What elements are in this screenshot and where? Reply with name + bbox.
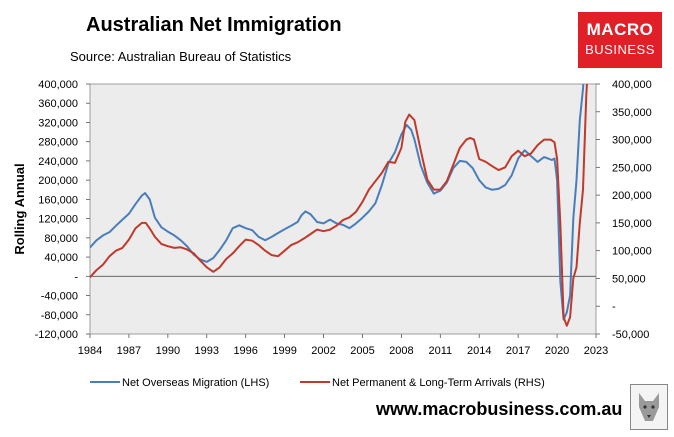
x-tick-label: 2014 (467, 345, 491, 357)
legend: Net Overseas Migration (LHS) Net Permane… (90, 377, 545, 389)
x-tick-label: 2020 (545, 345, 569, 357)
left-tick-label: -80,000 (41, 310, 78, 322)
macrobusiness-logo: MACRO BUSINESS (578, 12, 662, 68)
x-tick-label: 1987 (117, 345, 141, 357)
plot-area (89, 83, 597, 335)
left-tick-label: -120,000 (35, 329, 78, 341)
series-line-1 (90, 84, 588, 327)
x-tick-label: 1993 (195, 345, 219, 357)
left-y-axis: 400,000 360,000 320,000 280,000 240,000 200,0… (35, 79, 90, 341)
left-tick-label: 400,000 (38, 79, 78, 91)
series-group (90, 84, 588, 327)
right-tick-label: 150,000 (612, 218, 652, 230)
left-tick-label: 360,000 (38, 98, 78, 110)
x-tick-label: 1999 (272, 345, 296, 357)
x-tick-label: 2005 (350, 345, 374, 357)
left-tick-label: 280,000 (38, 137, 78, 149)
x-tick-label: 1990 (156, 345, 180, 357)
left-tick-label: 200,000 (38, 175, 78, 187)
website-url: www.macrobusiness.com.au (376, 399, 623, 419)
right-tick-label: 350,000 (612, 107, 652, 119)
right-tick-label: 100,000 (612, 246, 652, 258)
logo-line-1: MACRO (586, 20, 654, 39)
left-tick-label: -40,000 (41, 291, 78, 303)
left-tick-label: 80,000 (44, 233, 78, 245)
chart-source: Source: Australian Bureau of Statistics (70, 49, 292, 64)
logo-line-2: BUSINESS (585, 42, 655, 57)
left-tick-label: 320,000 (38, 117, 78, 129)
legend-label-nplta: Net Permanent & Long-Term Arrivals (RHS) (332, 377, 545, 389)
x-tick-label: 2002 (311, 345, 335, 357)
right-y-axis: 400,000 350,000 300,000 250,000 200,000 150,0… (596, 79, 652, 341)
right-tick-label: 250,000 (612, 162, 652, 174)
right-tick-label: 50,000 (612, 273, 646, 285)
left-tick-label: 40,000 (44, 252, 78, 264)
x-axis: 1984 1987 1990 1993 1996 1999 2002 2005 2008 2011… (78, 334, 608, 357)
series-line-0 (90, 84, 585, 321)
left-tick-label: - (74, 271, 78, 283)
left-tick-label: 160,000 (38, 194, 78, 206)
x-tick-label: 2008 (389, 345, 413, 357)
right-tick-label: 200,000 (612, 190, 652, 202)
y-axis-label: Rolling Annual (12, 163, 27, 254)
right-tick-label: - (612, 301, 616, 313)
right-tick-label: -50,000 (612, 329, 649, 341)
right-tick-label: 400,000 (612, 79, 652, 91)
left-tick-label: 120,000 (38, 214, 78, 226)
legend-label-nom: Net Overseas Migration (LHS) (122, 377, 269, 389)
x-tick-label: 1984 (78, 345, 102, 357)
x-tick-label: 2017 (506, 345, 530, 357)
x-tick-label: 2011 (428, 345, 452, 357)
right-tick-label: 300,000 (612, 135, 652, 147)
x-tick-label: 2023 (584, 345, 608, 357)
x-tick-label: 1996 (233, 345, 257, 357)
wolf-logo-icon (630, 384, 668, 430)
chart-title: Australian Net Immigration (86, 14, 342, 36)
left-tick-label: 240,000 (38, 156, 78, 168)
